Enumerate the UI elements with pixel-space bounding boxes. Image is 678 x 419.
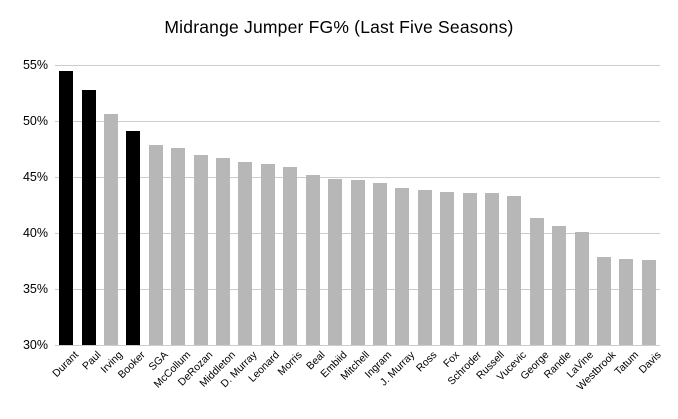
bar-davis [641, 259, 656, 345]
bar-vucevic [507, 196, 522, 345]
plot-area [55, 65, 660, 346]
y-axis-tick-label: 40% [22, 226, 48, 240]
bar-irving [104, 114, 119, 345]
bar-sga [148, 144, 163, 345]
bar-ross [417, 190, 432, 345]
bar-d-murray [238, 162, 253, 345]
bar-westbrook [596, 256, 611, 345]
gridline [55, 121, 660, 122]
bar-paul [81, 89, 96, 345]
bar-russell [484, 192, 499, 345]
bar-derozan [193, 154, 208, 345]
bar-randle [552, 226, 567, 345]
bar-mitchell [350, 180, 365, 345]
y-axis-tick-label: 50% [22, 114, 48, 128]
bar-fox [440, 191, 455, 345]
x-axis-label: Davis [636, 349, 664, 377]
x-axis-label: Ross [413, 349, 440, 375]
x-axis-label: Durant [49, 349, 81, 380]
y-axis-tick-label: 45% [22, 170, 48, 184]
x-axis-label: Tatum [612, 349, 641, 378]
bar-durant [59, 70, 74, 345]
y-axis-tick-label: 55% [22, 58, 48, 72]
gridline [55, 65, 660, 66]
bar-j-murray [395, 188, 410, 345]
bar-george [529, 218, 544, 345]
bar-morris [283, 166, 298, 345]
gridline [55, 177, 660, 178]
bar-mccollum [171, 147, 186, 345]
bar-leonard [260, 163, 275, 345]
gridline [55, 345, 660, 346]
y-axis-tick-label: 30% [22, 338, 48, 352]
bar-tatum [619, 258, 634, 345]
bar-beal [305, 174, 320, 345]
bar-schroder [462, 192, 477, 345]
bar-booker [126, 131, 141, 345]
bar-embiid [328, 179, 343, 345]
bar-lavine [574, 231, 589, 345]
chart-title: Midrange Jumper FG% (Last Five Seasons) [164, 17, 514, 37]
bar-ingram [372, 182, 387, 345]
x-axis-label: Morris [275, 349, 305, 379]
bar-middleton [216, 157, 231, 345]
y-axis-tick-label: 35% [22, 282, 48, 296]
